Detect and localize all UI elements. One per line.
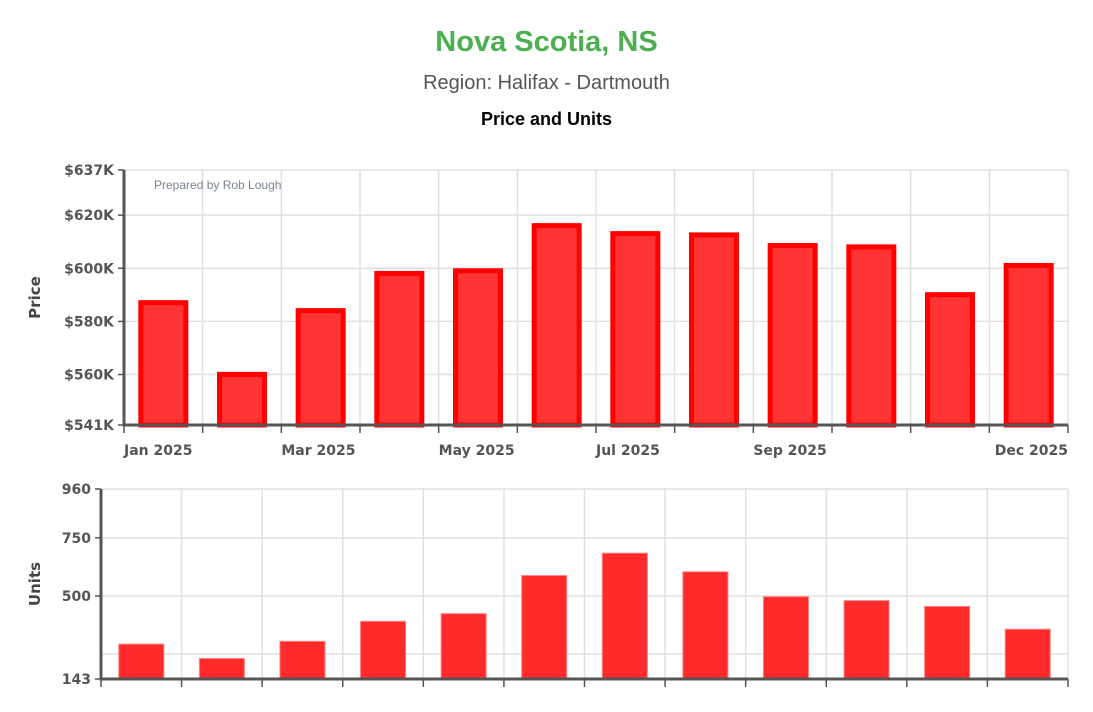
price-chart: $541K $560K $580K $600K $620K $637K Jan 2025 Ma… bbox=[26, 163, 1069, 459]
y-tick-label: $560K bbox=[64, 368, 115, 384]
bar bbox=[925, 292, 975, 428]
bar bbox=[843, 600, 890, 680]
region-subtitle: Region: Halifax - Dartmouth bbox=[423, 72, 670, 94]
y-axis-title: Price bbox=[26, 276, 44, 319]
bar bbox=[610, 231, 661, 428]
bar bbox=[1004, 628, 1051, 680]
bar bbox=[138, 300, 189, 428]
bar bbox=[118, 643, 165, 680]
x-tick-label: Jan 2025 bbox=[123, 443, 192, 459]
bar bbox=[846, 244, 897, 428]
units-chart: 143 500 750 960 Units bbox=[26, 482, 1069, 688]
chart-title: Price and Units bbox=[480, 109, 613, 129]
y-axis-title: Units bbox=[26, 562, 44, 606]
bar bbox=[295, 308, 346, 428]
y-tick-label: 143 bbox=[62, 672, 91, 688]
x-tick-label: May 2025 bbox=[439, 443, 515, 459]
bar bbox=[1003, 262, 1054, 428]
bar bbox=[198, 658, 245, 680]
bar bbox=[682, 571, 729, 680]
bar bbox=[521, 575, 568, 680]
bar bbox=[374, 270, 425, 428]
bar bbox=[217, 371, 267, 428]
bar bbox=[601, 552, 648, 680]
y-tick-label: $620K bbox=[64, 208, 115, 224]
bar bbox=[689, 232, 739, 428]
x-tick-label: Dec 2025 bbox=[995, 443, 1068, 459]
bar bbox=[279, 640, 326, 680]
bar bbox=[762, 596, 809, 680]
page-title: Nova Scotia, NS bbox=[435, 26, 658, 58]
x-tick-label: Sep 2025 bbox=[753, 443, 826, 459]
x-tick-label: Jul 2025 bbox=[595, 443, 660, 459]
bar bbox=[767, 243, 818, 428]
y-tick-label: 750 bbox=[62, 531, 91, 547]
y-tick-label: $541K bbox=[64, 418, 115, 434]
bar bbox=[531, 223, 582, 428]
x-tick-label: Mar 2025 bbox=[281, 443, 355, 459]
y-tick-label: $637K bbox=[64, 163, 115, 179]
y-tick-label: 500 bbox=[62, 589, 91, 605]
bar bbox=[440, 613, 487, 680]
prepared-by-annotation: Prepared by Rob Lough bbox=[154, 178, 281, 192]
bar bbox=[924, 605, 971, 680]
bar bbox=[360, 620, 407, 680]
y-tick-label: $600K bbox=[64, 261, 115, 277]
y-tick-label: 960 bbox=[62, 482, 91, 498]
bar bbox=[453, 268, 503, 428]
y-tick-label: $580K bbox=[64, 314, 115, 330]
